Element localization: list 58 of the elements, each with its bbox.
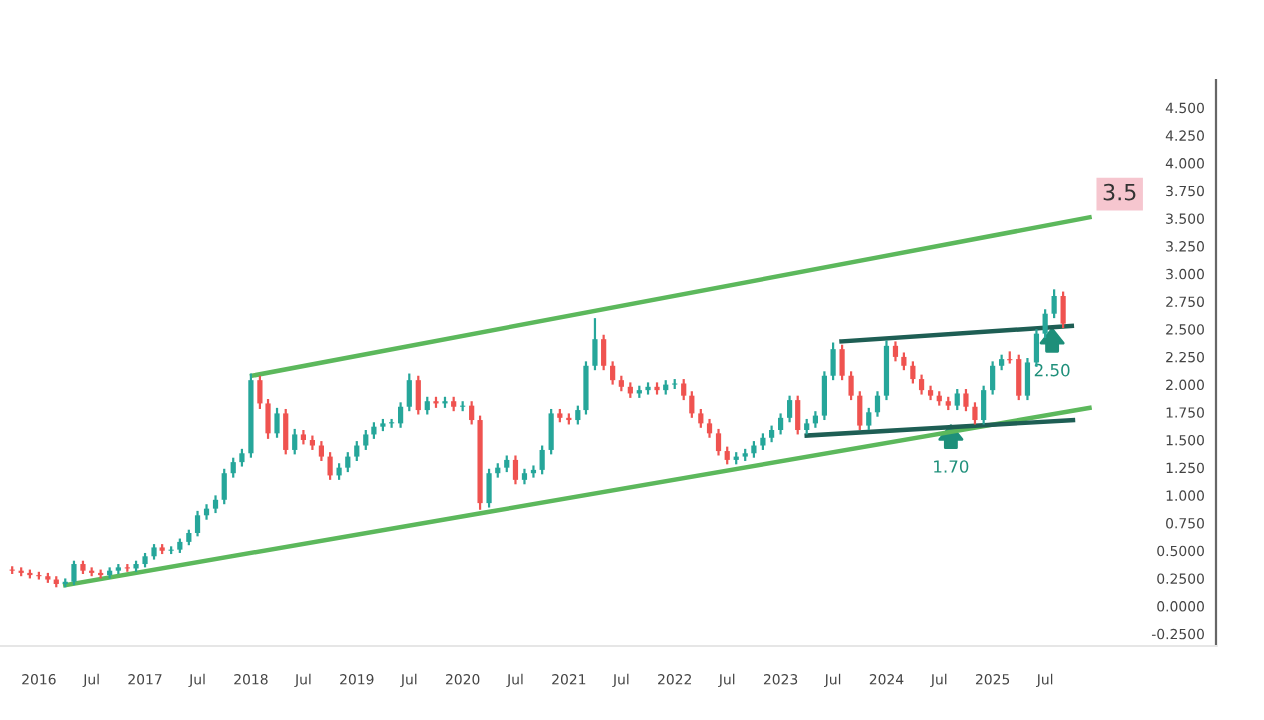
candlestick [795, 394, 801, 436]
candlestick [363, 428, 369, 452]
candlestick [575, 404, 581, 426]
candlestick [706, 417, 713, 439]
candlestick [354, 439, 360, 463]
candlestick [954, 387, 960, 412]
candlestick [681, 377, 687, 402]
candlestick [469, 400, 475, 426]
candlestick [1042, 308, 1048, 340]
candlestick [981, 384, 987, 426]
candlestick [848, 370, 854, 402]
candlestick [918, 373, 925, 396]
candlestick [1051, 288, 1057, 320]
candlestick [777, 412, 784, 436]
candlestick [71, 559, 77, 587]
candlestick [1024, 356, 1031, 402]
candlestick [592, 317, 598, 372]
candlestick [512, 454, 519, 486]
candlestick [610, 360, 616, 386]
candlestick [345, 451, 351, 474]
candlestick [397, 401, 404, 429]
candlestick [1060, 290, 1066, 330]
candlestick [910, 360, 916, 385]
annotation: 2.50 [1034, 363, 1070, 377]
candlestick [821, 370, 828, 422]
candlestick [583, 360, 589, 416]
candlestick [292, 427, 298, 456]
candlestick [990, 360, 996, 396]
candlestick [601, 333, 607, 372]
candlestick [892, 340, 899, 363]
candlestick [406, 372, 412, 413]
candlestick [963, 387, 969, 413]
candlestick [786, 394, 793, 424]
candlestick [830, 341, 836, 382]
candlestick [265, 397, 271, 440]
candlestick [857, 390, 863, 432]
candlestick [194, 509, 201, 538]
candlestick [230, 456, 236, 479]
annotation: 3.5 [1103, 183, 1136, 201]
candlestick [689, 390, 695, 419]
annotation: 1.70 [934, 460, 969, 473]
candlestick [257, 374, 263, 411]
candlestick [318, 439, 325, 463]
candlestick [839, 343, 845, 382]
candlestick [548, 407, 554, 456]
candlestick [715, 427, 722, 457]
candlestick [866, 406, 872, 432]
candlestick [221, 467, 227, 506]
candlestick [415, 374, 421, 416]
candlestick [327, 451, 333, 481]
candlestick [972, 401, 978, 426]
candlestick [486, 467, 492, 509]
candlestick [274, 406, 280, 439]
candlestick [874, 390, 881, 418]
candlestick [283, 407, 289, 456]
candlestick [539, 444, 545, 476]
candlestick [1016, 353, 1022, 402]
candlestick [698, 407, 704, 429]
